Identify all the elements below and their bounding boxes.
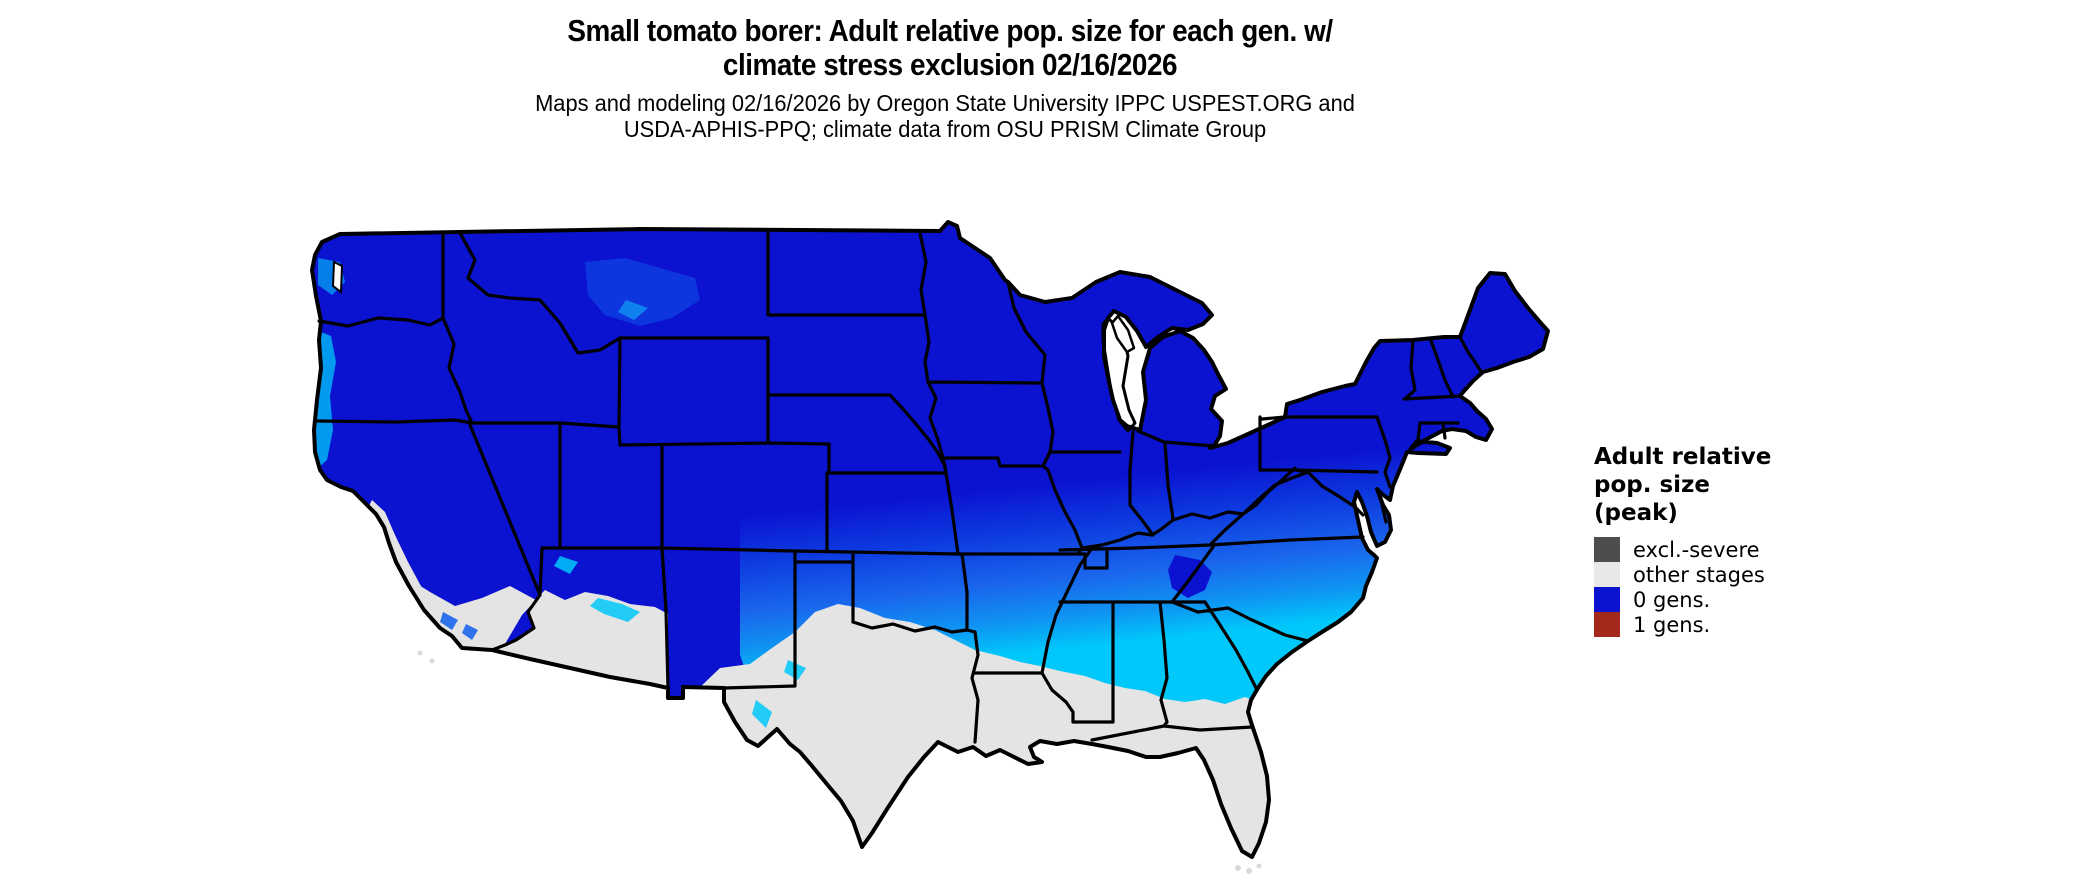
legend-label: excl.-severe: [1633, 537, 1760, 562]
map-title-line1: Small tomato borer: Adult relative pop. …: [567, 13, 1333, 48]
map-subtitle: Maps and modeling 02/16/2026 by Oregon S…: [0, 90, 1890, 142]
puget-sound: [331, 260, 344, 294]
raster-wtx-cyan-flecks: [752, 660, 806, 728]
map-title-line2: climate stress exclusion 02/16/2026: [722, 47, 1178, 82]
legend-swatch: [1594, 612, 1620, 637]
raster-sierra-strip: [412, 500, 478, 606]
island-specks: [417, 650, 1262, 874]
legend-swatch: [1594, 587, 1620, 612]
raster-montana-patch: [585, 258, 700, 326]
legend-title: Adult relative pop. size (peak): [1594, 443, 1824, 527]
raster-montana-cyan-fleck: [618, 300, 648, 320]
map-subtitle-line2: USDA-APHIS-PPQ; climate data from OSU PR…: [623, 116, 1267, 142]
raster-rockies-spine: [640, 430, 712, 662]
legend-title-line: Adult relative: [1594, 444, 1772, 470]
legend-label: other stages: [1633, 562, 1765, 587]
legend-label: 1 gens.: [1633, 612, 1711, 637]
legend-row: 0 gens.: [1594, 587, 1824, 612]
legend-title-line: (peak): [1594, 500, 1678, 526]
map-title: Small tomato borer: Adult relative pop. …: [0, 14, 1900, 82]
raster-az-cyan-flecks: [554, 556, 640, 622]
legend-items: excl.-severe other stages 0 gens. 1 gens.: [1594, 537, 1824, 637]
legend-row: other stages: [1594, 562, 1824, 587]
legend-title-line: pop. size: [1594, 472, 1711, 498]
map-subtitle-line1: Maps and modeling 02/16/2026 by Oregon S…: [535, 90, 1355, 116]
lake-green-bay: [1110, 314, 1136, 354]
legend-row: 1 gens.: [1594, 612, 1824, 637]
legend-swatch: [1594, 537, 1620, 562]
legend: Adult relative pop. size (peak) excl.-seve…: [1594, 443, 1824, 637]
raster-layers: [312, 222, 1548, 857]
legend-swatch: [1594, 562, 1620, 587]
raster-socal-blue-flecks: [440, 612, 478, 640]
legend-label: 0 gens.: [1633, 587, 1711, 612]
raster-other-stages-socal: [405, 582, 536, 650]
legend-row: excl.-severe: [1594, 537, 1824, 562]
state-borders: [316, 231, 1484, 744]
